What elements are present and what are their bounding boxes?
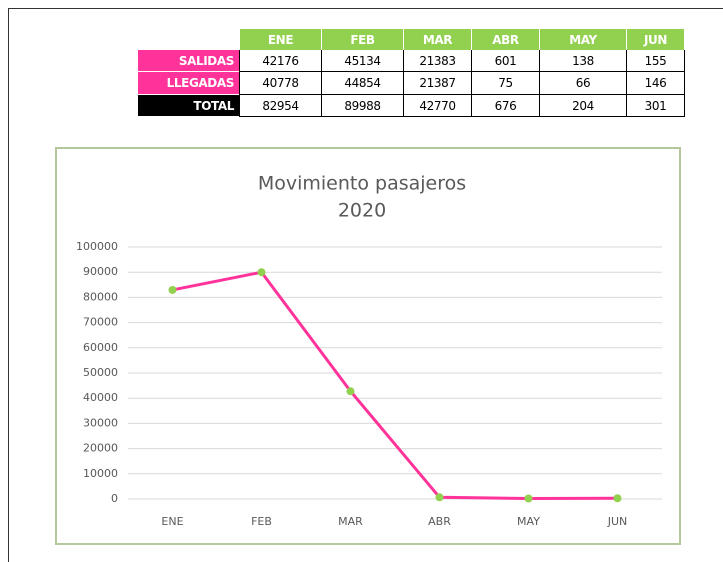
table-cell: 204 [540,95,627,117]
column-header: MAR [404,29,472,50]
line [172,270,618,500]
y-tick-label: 0 [111,492,118,505]
table-cell: 601 [472,50,540,72]
table-cell: 82954 [240,95,322,117]
y-tick-label: 40000 [83,391,118,404]
x-tick-label: MAR [338,515,363,528]
column-header: JUN [627,29,685,50]
table-cell: 44854 [322,72,404,95]
marker [346,387,355,396]
chart-subtitle: 2020 [338,200,386,222]
marker [613,494,622,503]
table-cell: 75 [472,72,540,95]
x-tick-label: JUN [607,515,628,528]
x-tick-label: MAY [517,515,540,528]
chart-title: Movimiento pasajeros [258,173,466,195]
y-tick-label: 20000 [83,442,118,455]
frame [8,8,9,562]
table-cell: 301 [627,95,685,117]
column-header: ABR [472,29,540,50]
y-tick-label: 80000 [83,290,118,303]
table-cell: 66 [540,72,627,95]
table-cell: 40778 [240,72,322,95]
table-cell: 146 [627,72,685,95]
marker [435,493,444,502]
y-tick-label: 50000 [83,366,118,379]
x-tick-label: ENE [161,515,183,528]
x-tick-label: ABR [428,515,451,528]
row-header: TOTAL [138,95,240,117]
row-header: SALIDAS [138,50,240,72]
table-cell: 138 [540,50,627,72]
frame [8,8,723,9]
y-tick-label: 60000 [83,341,118,354]
table-border [239,50,240,117]
table-cell: 89988 [322,95,404,117]
y-tick-label: 10000 [83,467,118,480]
row-header: LLEGADAS [138,72,240,95]
marker [168,285,177,294]
table-cell: 21383 [404,50,472,72]
chart-frame [55,147,681,545]
table-cell: 45134 [322,50,404,72]
x-tick-label: FEB [251,515,272,528]
y-tick-label: 100000 [76,240,118,253]
table-cell: 155 [627,50,685,72]
table-cell: 42176 [240,50,322,72]
y-tick-label: 90000 [83,265,118,278]
table-cell: 42770 [404,95,472,117]
marker [257,268,266,277]
table-cell: 676 [472,95,540,117]
y-tick-label: 30000 [83,416,118,429]
column-header: MAY [540,29,627,50]
marker [524,494,533,503]
table-cell: 21387 [404,72,472,95]
column-header: ENE [240,29,322,50]
y-tick-label: 70000 [83,316,118,329]
column-header: FEB [322,29,404,50]
